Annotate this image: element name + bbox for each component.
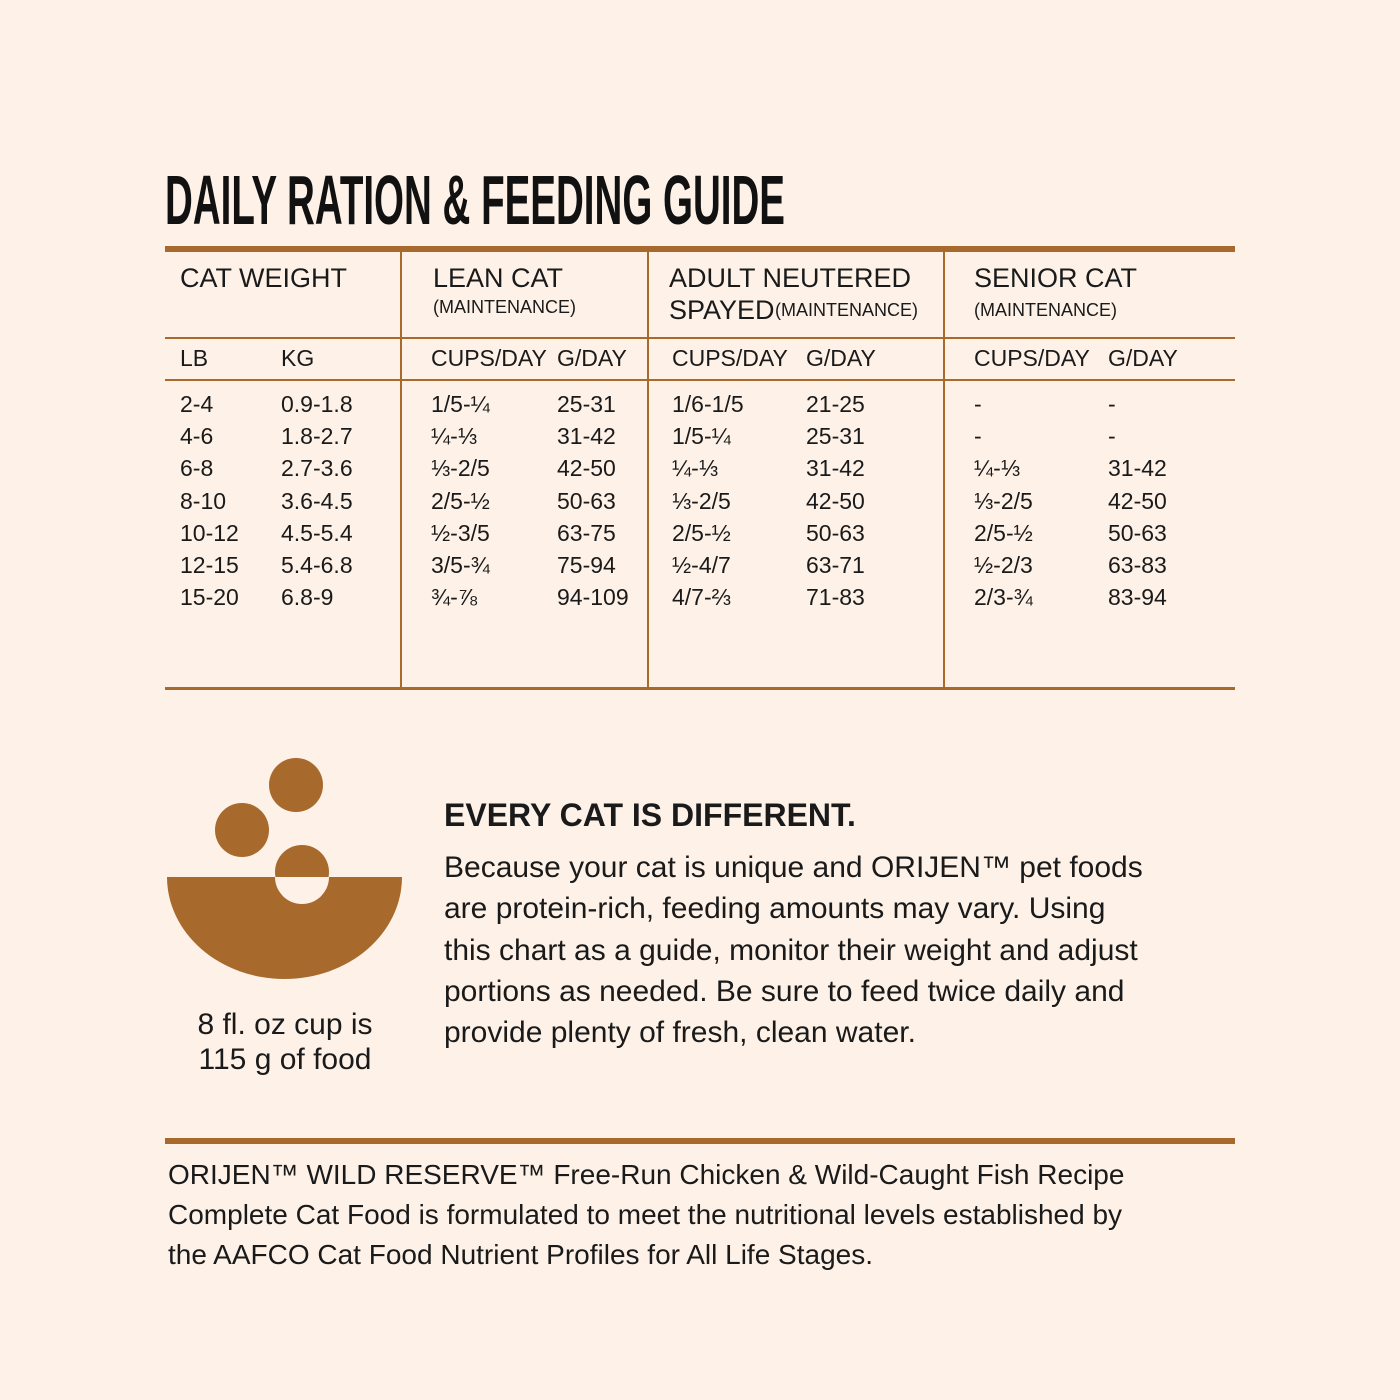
group-note: (MAINTENANCE) bbox=[775, 300, 918, 320]
cell: 2/3-¾ bbox=[974, 584, 1033, 611]
subheader: G/DAY bbox=[1108, 345, 1178, 371]
cell: 75-94 bbox=[557, 552, 616, 578]
cell: 50-63 bbox=[557, 487, 616, 514]
cell: ½-4/7 bbox=[672, 552, 731, 578]
cell: 15-20 bbox=[180, 584, 239, 611]
cell: 94-109 bbox=[557, 584, 629, 611]
info-line: this chart as a guide, monitor their wei… bbox=[444, 933, 1138, 967]
cell: 50-63 bbox=[1108, 519, 1167, 546]
cell: 31-42 bbox=[806, 455, 865, 482]
cell: 5.4-6.8 bbox=[281, 552, 353, 578]
cell: 2/5-½ bbox=[974, 519, 1033, 546]
cell: ⅓-2/5 bbox=[431, 455, 490, 482]
info-line: provide plenty of fresh, clean water. bbox=[444, 1016, 916, 1050]
info-line: portions as needed. Be sure to feed twic… bbox=[444, 974, 1125, 1008]
footer-line: ORIJEN™ WILD RESERVE™ Free-Run Chicken &… bbox=[168, 1159, 1125, 1190]
footer-line: Complete Cat Food is formulated to meet … bbox=[168, 1199, 1123, 1230]
group-title: CAT WEIGHT bbox=[180, 263, 347, 293]
cell: 3.6-4.5 bbox=[281, 487, 353, 514]
cell: ⅓-2/5 bbox=[672, 487, 731, 514]
subheader: G/DAY bbox=[557, 345, 627, 371]
group-title: LEAN CAT bbox=[433, 263, 564, 293]
cell: 25-31 bbox=[806, 423, 865, 450]
subheader: CUPS/DAY bbox=[672, 345, 788, 371]
cell: 10-12 bbox=[180, 519, 239, 546]
cell: 63-83 bbox=[1108, 552, 1167, 578]
cell: 1/6-1/5 bbox=[672, 391, 744, 417]
column-rule bbox=[943, 252, 945, 688]
group-note: (MAINTENANCE) bbox=[433, 297, 576, 317]
group-title: ADULT NEUTERED bbox=[669, 263, 912, 293]
group-title: SENIOR CAT bbox=[974, 263, 1138, 293]
footer-line: the AAFCO Cat Food Nutrient Profiles for… bbox=[168, 1239, 873, 1270]
cell: 25-31 bbox=[557, 391, 616, 417]
cell: 42-50 bbox=[806, 487, 865, 514]
cell: 6-8 bbox=[180, 455, 214, 482]
cell: 83-94 bbox=[1108, 584, 1167, 611]
bottom-rule bbox=[165, 687, 1235, 690]
cell: 12-15 bbox=[180, 552, 239, 578]
cell: 6.8-9 bbox=[281, 584, 334, 611]
top-rule bbox=[165, 246, 1235, 252]
cell: ½-2/3 bbox=[974, 552, 1033, 578]
cell: ¾-⅞ bbox=[431, 584, 478, 611]
info-heading: EVERY CAT IS DIFFERENT. bbox=[444, 797, 856, 833]
subheader-rule bbox=[165, 379, 1235, 381]
cell: 31-42 bbox=[1108, 455, 1167, 482]
cell: ¼-⅓ bbox=[672, 455, 719, 482]
column-rule bbox=[400, 252, 402, 688]
cell: 71-83 bbox=[806, 584, 865, 611]
subheader: CUPS/DAY bbox=[974, 345, 1090, 371]
cell: 4-6 bbox=[180, 423, 214, 450]
cell: - bbox=[1108, 391, 1116, 417]
group-title: SPAYED bbox=[669, 295, 775, 325]
cell: 31-42 bbox=[557, 423, 616, 450]
cell: 63-75 bbox=[557, 519, 616, 546]
subheader: G/DAY bbox=[806, 345, 876, 371]
column-rule bbox=[647, 252, 649, 688]
cell: 1/5-¼ bbox=[672, 423, 731, 450]
cell: - bbox=[974, 423, 982, 450]
cell: 1.8-2.7 bbox=[281, 423, 353, 450]
header-rule bbox=[165, 337, 1235, 339]
info-line: Because your cat is unique and ORIJEN™ p… bbox=[444, 851, 1143, 884]
cell: 8-10 bbox=[180, 487, 227, 514]
cell: 4/7-⅔ bbox=[672, 584, 731, 611]
cell: 1/5-¼ bbox=[431, 391, 490, 417]
cell: ½-3/5 bbox=[431, 519, 490, 546]
bowl-icon bbox=[167, 758, 402, 979]
cup-note: 115 g of food bbox=[198, 1043, 372, 1076]
subheader: CUPS/DAY bbox=[431, 345, 547, 371]
cell: 0.9-1.8 bbox=[281, 391, 353, 417]
info-line: are protein-rich, feeding amounts may va… bbox=[444, 892, 1106, 926]
cell: 21-25 bbox=[806, 391, 865, 417]
footer-rule bbox=[165, 1138, 1235, 1144]
subheader: LB bbox=[180, 345, 209, 371]
subheader: KG bbox=[281, 345, 315, 371]
cell: 63-71 bbox=[806, 552, 865, 578]
cell: 4.5-5.4 bbox=[281, 519, 353, 546]
cell: 2/5-½ bbox=[431, 487, 490, 514]
title-svg: DAILY RATION & FEEDING GUIDE bbox=[165, 161, 785, 239]
cell: - bbox=[1108, 423, 1116, 450]
title: DAILY RATION & FEEDING GUIDE bbox=[165, 161, 785, 239]
cell: ⅓-2/5 bbox=[974, 487, 1033, 514]
cell: 2.7-3.6 bbox=[281, 455, 353, 482]
cup-note: 8 fl. oz cup is bbox=[197, 1008, 373, 1041]
cell: - bbox=[974, 391, 982, 417]
cell: 50-63 bbox=[806, 519, 865, 546]
cell: 2-4 bbox=[180, 391, 214, 417]
cell: 42-50 bbox=[1108, 487, 1167, 514]
group-note: (MAINTENANCE) bbox=[974, 300, 1117, 320]
cell: ¼-⅓ bbox=[431, 423, 478, 450]
cell: 2/5-½ bbox=[672, 519, 731, 546]
cell: 42-50 bbox=[557, 455, 616, 482]
cell: ¼-⅓ bbox=[974, 455, 1021, 482]
cell: 3/5-¾ bbox=[431, 552, 490, 578]
